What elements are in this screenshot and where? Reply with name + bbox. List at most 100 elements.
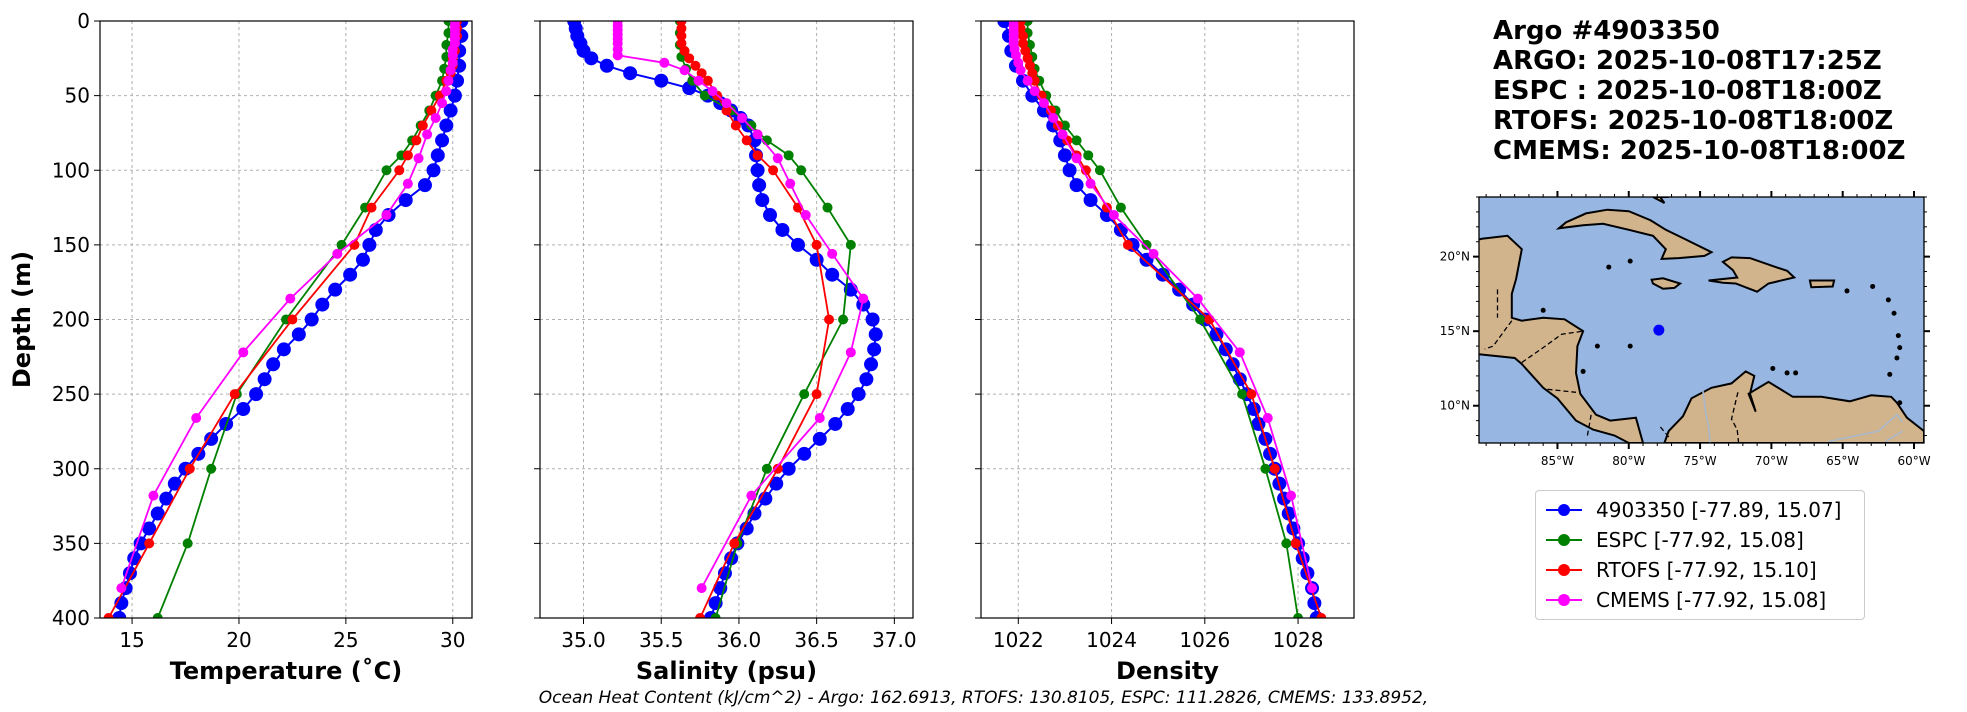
data-point-4903350 <box>426 163 441 178</box>
data-point-4903350 <box>1057 148 1072 163</box>
data-point-4903350 <box>447 88 462 103</box>
data-point-rtofs <box>229 389 240 400</box>
data-point-4903350 <box>291 327 306 342</box>
small-island <box>1895 333 1901 339</box>
data-point-cmems <box>845 347 856 358</box>
small-island <box>1870 283 1876 289</box>
data-point-rtofs <box>366 202 377 213</box>
legend-label: 4903350 [-77.89, 15.07] <box>1596 498 1842 522</box>
data-point-4903350 <box>257 372 272 387</box>
data-point-4903350 <box>122 566 137 581</box>
data-point-cmems <box>1286 490 1297 501</box>
small-island <box>1887 371 1893 377</box>
small-island <box>1885 297 1891 303</box>
legend-entry-espc: ESPC [-77.92, 15.08] <box>1542 525 1864 555</box>
data-point-4903350 <box>828 416 843 431</box>
series-group <box>567 21 883 618</box>
small-island <box>1627 258 1633 264</box>
data-point-cmems <box>814 413 825 424</box>
data-point-espc <box>746 120 757 131</box>
river <box>1702 390 1711 443</box>
data-point-cmems <box>116 583 127 594</box>
y-tick-label: 250 <box>52 382 90 406</box>
data-point-rtofs <box>411 135 422 146</box>
data-point-rtofs <box>1122 239 1133 250</box>
map-lat-label: 10°N <box>1440 399 1470 413</box>
legend-label: ESPC [-77.92, 15.08] <box>1596 528 1804 552</box>
data-point-rtofs <box>417 120 428 131</box>
data-point-cmems <box>659 57 670 68</box>
small-island <box>1894 355 1900 361</box>
data-point-4903350 <box>755 193 770 208</box>
data-point-4903350 <box>315 297 330 312</box>
small-island <box>1627 343 1633 349</box>
data-point-espc <box>783 150 794 161</box>
data-point-espc <box>1281 538 1292 549</box>
legend-swatch <box>1542 590 1586 610</box>
title-line: ARGO: 2025-10-08T17:25Z <box>1493 46 1882 76</box>
y-axis-label: Depth (m) <box>8 251 36 388</box>
data-point-4903350 <box>868 327 883 342</box>
map-lon-label: 70°W <box>1755 454 1788 468</box>
data-point-cmems <box>693 75 704 86</box>
x-tick-label: 35.5 <box>639 628 684 652</box>
data-point-4903350 <box>599 58 614 73</box>
x-tick-label: 36.5 <box>794 628 839 652</box>
data-point-rtofs <box>676 30 687 41</box>
data-point-4903350 <box>797 446 812 461</box>
data-point-rtofs <box>684 53 695 64</box>
land-hispaniola <box>1708 256 1797 293</box>
river <box>1828 413 1904 443</box>
data-point-cmems <box>1057 129 1068 140</box>
x-tick-label: 30 <box>440 628 465 652</box>
legend-entry-argo: 4903350 [-77.89, 15.07] <box>1542 495 1864 525</box>
data-point-4903350 <box>112 611 127 618</box>
small-island <box>1891 310 1897 316</box>
data-point-cmems <box>746 490 757 501</box>
data-point-rtofs <box>1029 75 1040 86</box>
data-point-4903350 <box>328 282 343 297</box>
data-point-espc <box>710 613 721 618</box>
data-point-rtofs <box>729 538 740 549</box>
data-point-espc <box>152 613 163 618</box>
map-lon-label: 85°W <box>1541 454 1574 468</box>
data-point-4903350 <box>435 133 450 148</box>
data-point-cmems <box>285 293 296 304</box>
data-point-4903350 <box>851 387 866 402</box>
data-point-rtofs <box>402 150 413 161</box>
data-point-4903350 <box>142 521 157 536</box>
data-point-cmems <box>437 98 448 109</box>
data-point-4903350 <box>752 178 767 193</box>
data-point-rtofs <box>103 613 114 618</box>
x-tick-label: 1024 <box>1086 628 1137 652</box>
title-line: Argo #4903350 <box>1493 16 1720 46</box>
data-point-rtofs <box>1290 538 1301 549</box>
small-island <box>1770 365 1776 371</box>
data-point-espc <box>1059 120 1070 131</box>
data-point-espc <box>1293 613 1304 618</box>
y-tick-label: 400 <box>52 606 90 630</box>
y-tick-label: 50 <box>65 84 90 108</box>
data-point-cmems <box>191 413 202 424</box>
data-point-4903350 <box>439 118 454 133</box>
data-point-cmems <box>1307 583 1318 594</box>
small-island <box>1897 345 1903 351</box>
data-point-rtofs <box>676 23 687 34</box>
data-point-4903350 <box>368 222 383 237</box>
data-point-4903350 <box>781 461 796 476</box>
data-point-rtofs <box>426 105 437 116</box>
data-point-4903350 <box>304 312 319 327</box>
data-point-cmems <box>1015 65 1026 76</box>
data-point-rtofs <box>144 538 155 549</box>
data-point-4903350 <box>266 357 281 372</box>
y-tick-label: 0 <box>77 9 90 33</box>
data-point-rtofs <box>695 613 706 618</box>
data-point-cmems <box>752 129 763 140</box>
data-point-4903350 <box>654 73 669 88</box>
series-line-cmems <box>1012 21 1313 589</box>
data-point-cmems <box>238 347 249 358</box>
small-island <box>1594 343 1600 349</box>
map-lon-label: 60°W <box>1897 454 1930 468</box>
x-axis-label: Density <box>1116 657 1219 685</box>
data-point-4903350 <box>133 536 148 551</box>
